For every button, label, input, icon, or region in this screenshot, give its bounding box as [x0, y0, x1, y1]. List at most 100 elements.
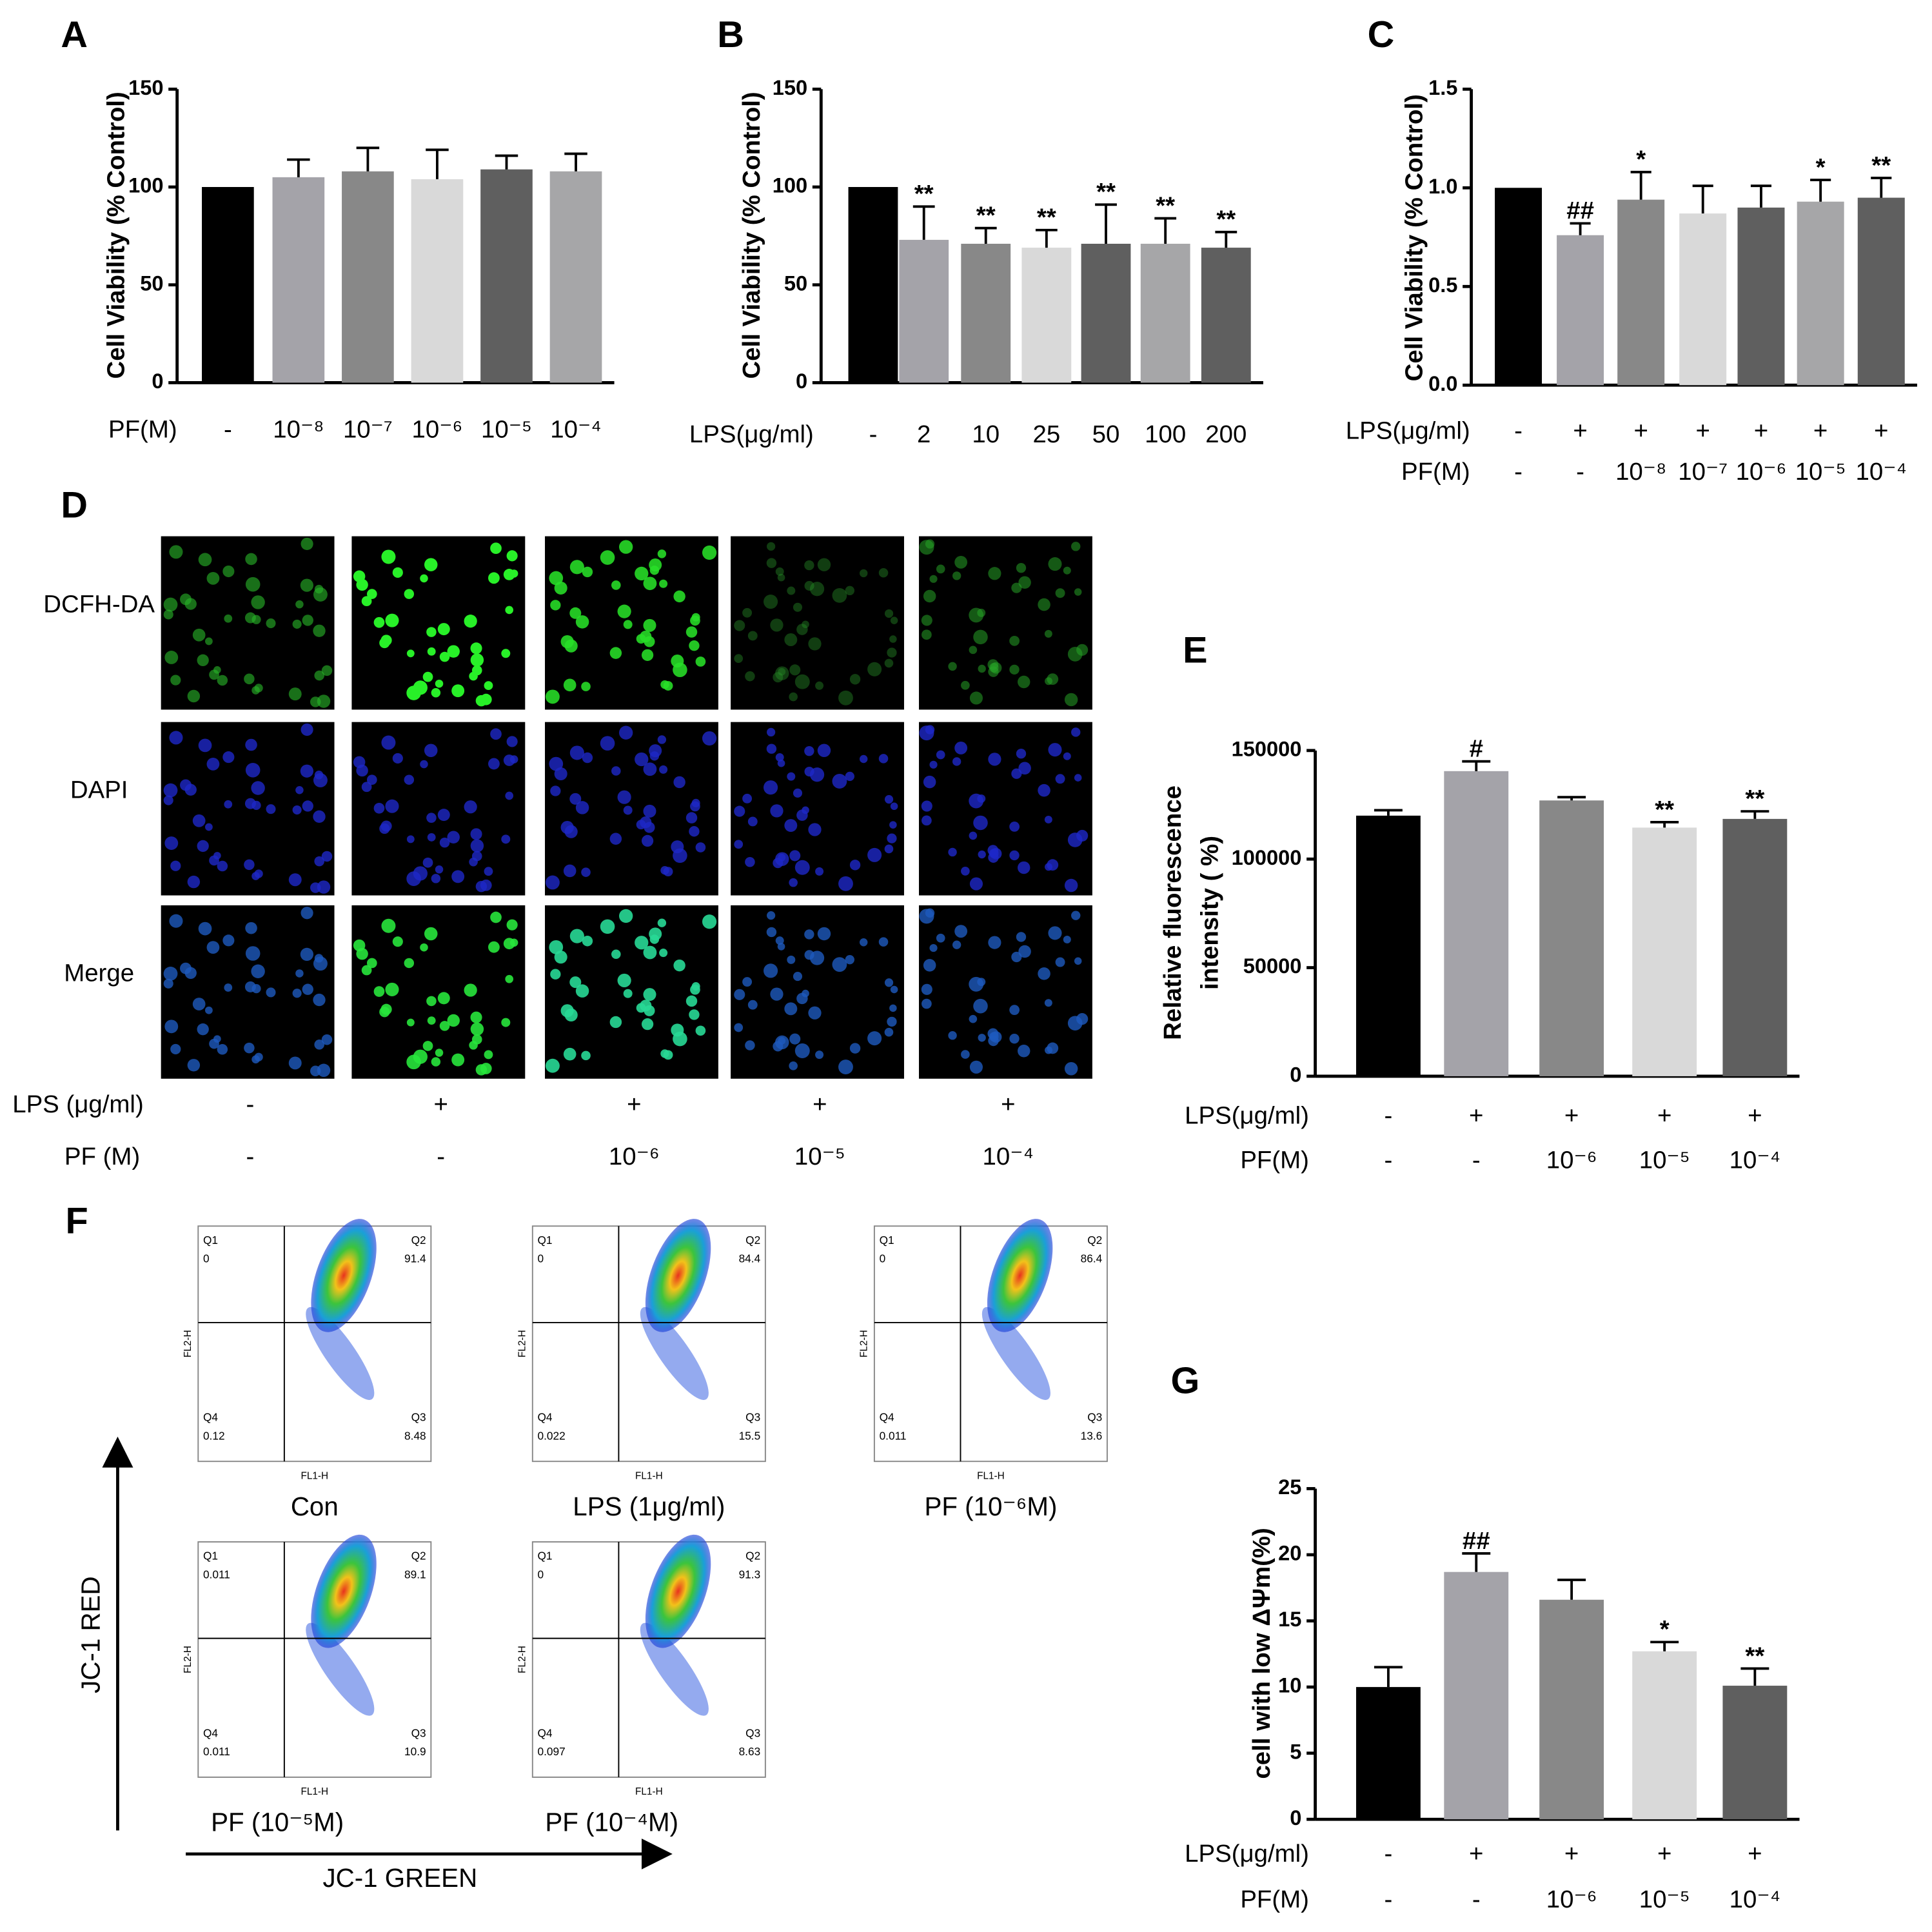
- cell: [952, 940, 961, 949]
- condition-label: 10⁻⁵: [794, 1143, 845, 1170]
- y-tick-label: 1.5: [1428, 75, 1457, 99]
- cell: [581, 867, 591, 877]
- cell: [789, 850, 801, 862]
- y-axis-label: JC-1 RED: [76, 1576, 106, 1693]
- cell: [301, 537, 313, 551]
- cell: [317, 880, 331, 894]
- cell: [961, 1050, 970, 1059]
- cell: [734, 840, 744, 849]
- cell: [317, 1063, 331, 1078]
- y-tick-label: 1.0: [1428, 174, 1457, 198]
- cell: [961, 866, 970, 876]
- cell: [406, 1018, 415, 1027]
- y-tick-label: 150: [128, 75, 163, 99]
- cell: [789, 692, 798, 702]
- error-bar: [564, 152, 587, 172]
- cell: [302, 983, 313, 995]
- cell: [1009, 822, 1020, 832]
- cell: [1009, 635, 1020, 646]
- cell: [169, 545, 183, 559]
- cell: [266, 987, 276, 998]
- micrograph-bg: [919, 722, 1092, 896]
- cell: [1011, 951, 1022, 963]
- cell: [1017, 1045, 1030, 1058]
- condition-label: -: [1384, 1147, 1392, 1174]
- cell: [163, 966, 178, 981]
- panel-letter: E: [1183, 629, 1207, 671]
- cell: [1016, 932, 1027, 942]
- cell: [649, 744, 662, 758]
- bar: [1140, 243, 1190, 383]
- cell: [314, 770, 324, 780]
- cell: [600, 919, 615, 934]
- cell: [501, 834, 511, 844]
- quadrant-name: Q2: [411, 1234, 426, 1247]
- cell: [187, 875, 201, 889]
- cell: [867, 847, 882, 862]
- cell: [1011, 768, 1022, 779]
- cell: [1016, 749, 1027, 759]
- cell: [392, 753, 403, 764]
- cell: [245, 577, 261, 592]
- cell: [569, 560, 584, 575]
- panel-letter: D: [61, 485, 88, 526]
- cell: [1018, 576, 1031, 589]
- cell: [796, 624, 808, 635]
- y-axis-label: Relative fluorescence: [1159, 785, 1187, 1040]
- cell: [206, 758, 220, 771]
- condition-label: +: [1748, 1840, 1762, 1868]
- cell: [366, 774, 377, 785]
- cell: [884, 658, 894, 668]
- bar: [1557, 235, 1604, 386]
- condition-label: 10: [972, 420, 1000, 448]
- fl-label: FL1-H: [635, 1786, 663, 1797]
- cell: [381, 735, 396, 750]
- scatter-cloud: [645, 1534, 711, 1648]
- cell: [404, 958, 415, 969]
- condition-label: -: [1576, 458, 1584, 486]
- cell: [204, 823, 213, 831]
- cell: [180, 593, 192, 606]
- micrograph: [731, 536, 904, 710]
- cell: [464, 983, 477, 997]
- cell: [849, 674, 861, 685]
- cell: [832, 957, 847, 972]
- cell: [563, 1047, 577, 1061]
- cell: [948, 1030, 957, 1040]
- cell: [1067, 647, 1083, 662]
- cell: [789, 664, 801, 676]
- cell: [890, 802, 898, 811]
- quadrant-name: Q4: [880, 1411, 894, 1424]
- cell: [695, 1025, 706, 1036]
- cell: [1016, 562, 1027, 573]
- cell: [431, 874, 441, 883]
- cell: [657, 918, 667, 927]
- quadrant-value: 10.9: [404, 1745, 426, 1758]
- cell: [643, 618, 656, 632]
- row-label: DAPI: [70, 776, 128, 803]
- cell: [1044, 815, 1052, 823]
- cell: [777, 573, 785, 582]
- bar: [202, 186, 254, 383]
- cell: [470, 1022, 484, 1036]
- cell: [815, 867, 824, 876]
- quadrant-name: Q1: [880, 1234, 894, 1247]
- cell: [469, 671, 478, 681]
- error-bar: [1750, 184, 1772, 208]
- cell: [373, 986, 385, 997]
- condition-label: +: [1813, 417, 1828, 444]
- cell: [406, 1054, 421, 1070]
- condition-label: -: [1472, 1147, 1481, 1174]
- cell: [435, 865, 444, 874]
- cell: [254, 1052, 263, 1061]
- cell: [300, 764, 314, 778]
- condition-label: +: [1564, 1840, 1579, 1868]
- cell: [884, 794, 894, 804]
- cell: [204, 637, 213, 646]
- cell: [804, 950, 814, 960]
- quadrant-value: 8.48: [404, 1429, 426, 1442]
- cell: [563, 864, 577, 878]
- bar: [1679, 213, 1727, 386]
- cell: [988, 936, 1001, 949]
- cell: [392, 936, 403, 947]
